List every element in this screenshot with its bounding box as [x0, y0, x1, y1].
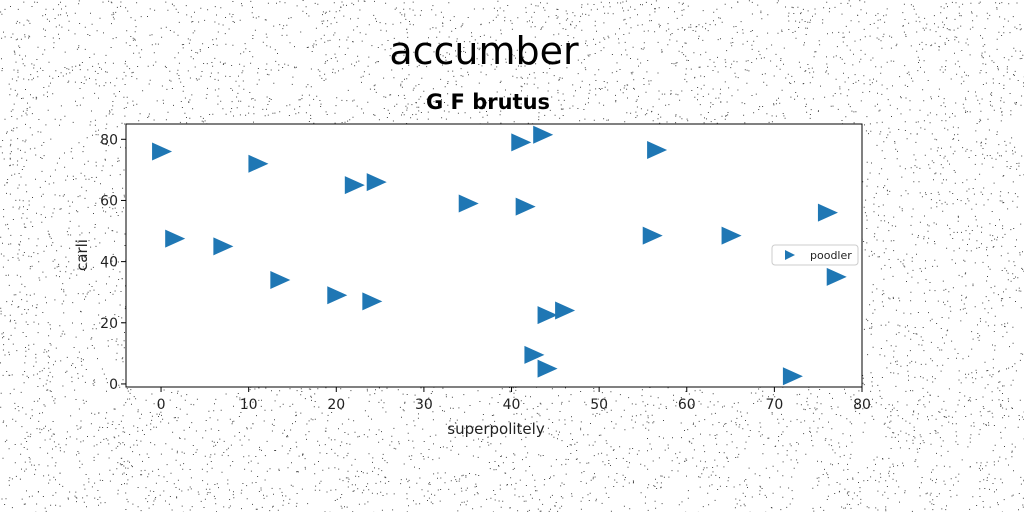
scatter-point	[344, 176, 365, 195]
scatter-point	[524, 345, 545, 364]
scatter-point	[165, 229, 186, 248]
scatter-point	[511, 133, 532, 152]
scatter-point	[458, 194, 479, 213]
x-tick-label: 10	[240, 397, 258, 413]
scatter-points	[152, 125, 847, 386]
legend-box	[771, 244, 859, 266]
scatter-point	[213, 237, 234, 256]
legend: poodler	[771, 244, 859, 266]
scatter-point	[826, 267, 847, 286]
y-tick-label: 40	[100, 255, 118, 271]
scatter-point	[152, 142, 173, 161]
scatter-point	[647, 140, 668, 159]
y-tick-label: 0	[109, 377, 118, 393]
x-tick-label: 20	[327, 397, 345, 413]
x-tick-label: 70	[765, 397, 783, 413]
x-tick-label: 0	[157, 397, 166, 413]
y-tick-label: 20	[100, 316, 118, 332]
scatter-point	[533, 125, 554, 144]
x-axis-ticks: 0 10 20 30 40 50 60 70 80	[157, 387, 871, 413]
scatter-point	[515, 197, 536, 216]
x-tick-label: 60	[678, 397, 696, 413]
x-tick-label: 80	[853, 397, 871, 413]
scatter-point	[537, 306, 558, 325]
x-tick-label: 40	[503, 397, 521, 413]
scatter-point	[537, 359, 558, 378]
scatter-point	[782, 367, 803, 386]
legend-label: poodler	[810, 249, 852, 262]
scatter-point	[362, 292, 383, 311]
x-tick-label: 30	[415, 397, 433, 413]
scatter-point	[642, 226, 663, 245]
plot-area	[125, 123, 863, 388]
x-tick-label: 50	[590, 397, 608, 413]
scatter-point	[248, 154, 269, 173]
y-tick-label: 80	[100, 132, 118, 148]
y-axis-label: carli	[73, 239, 91, 271]
scatter-point	[817, 203, 838, 222]
scatter-point	[555, 301, 576, 320]
chart-suptitle: accumber	[389, 29, 579, 73]
y-tick-label: 60	[100, 193, 118, 209]
x-axis-label: superpolitely	[447, 420, 545, 438]
scatter-point	[366, 173, 387, 192]
scatter-point	[327, 286, 348, 305]
scatter-point	[270, 270, 291, 289]
y-axis-ticks: 0 20 40 60 80	[100, 132, 126, 393]
chart-title: G F brutus	[426, 90, 550, 114]
legend-marker-icon	[785, 250, 795, 260]
scatter-point	[721, 226, 742, 245]
